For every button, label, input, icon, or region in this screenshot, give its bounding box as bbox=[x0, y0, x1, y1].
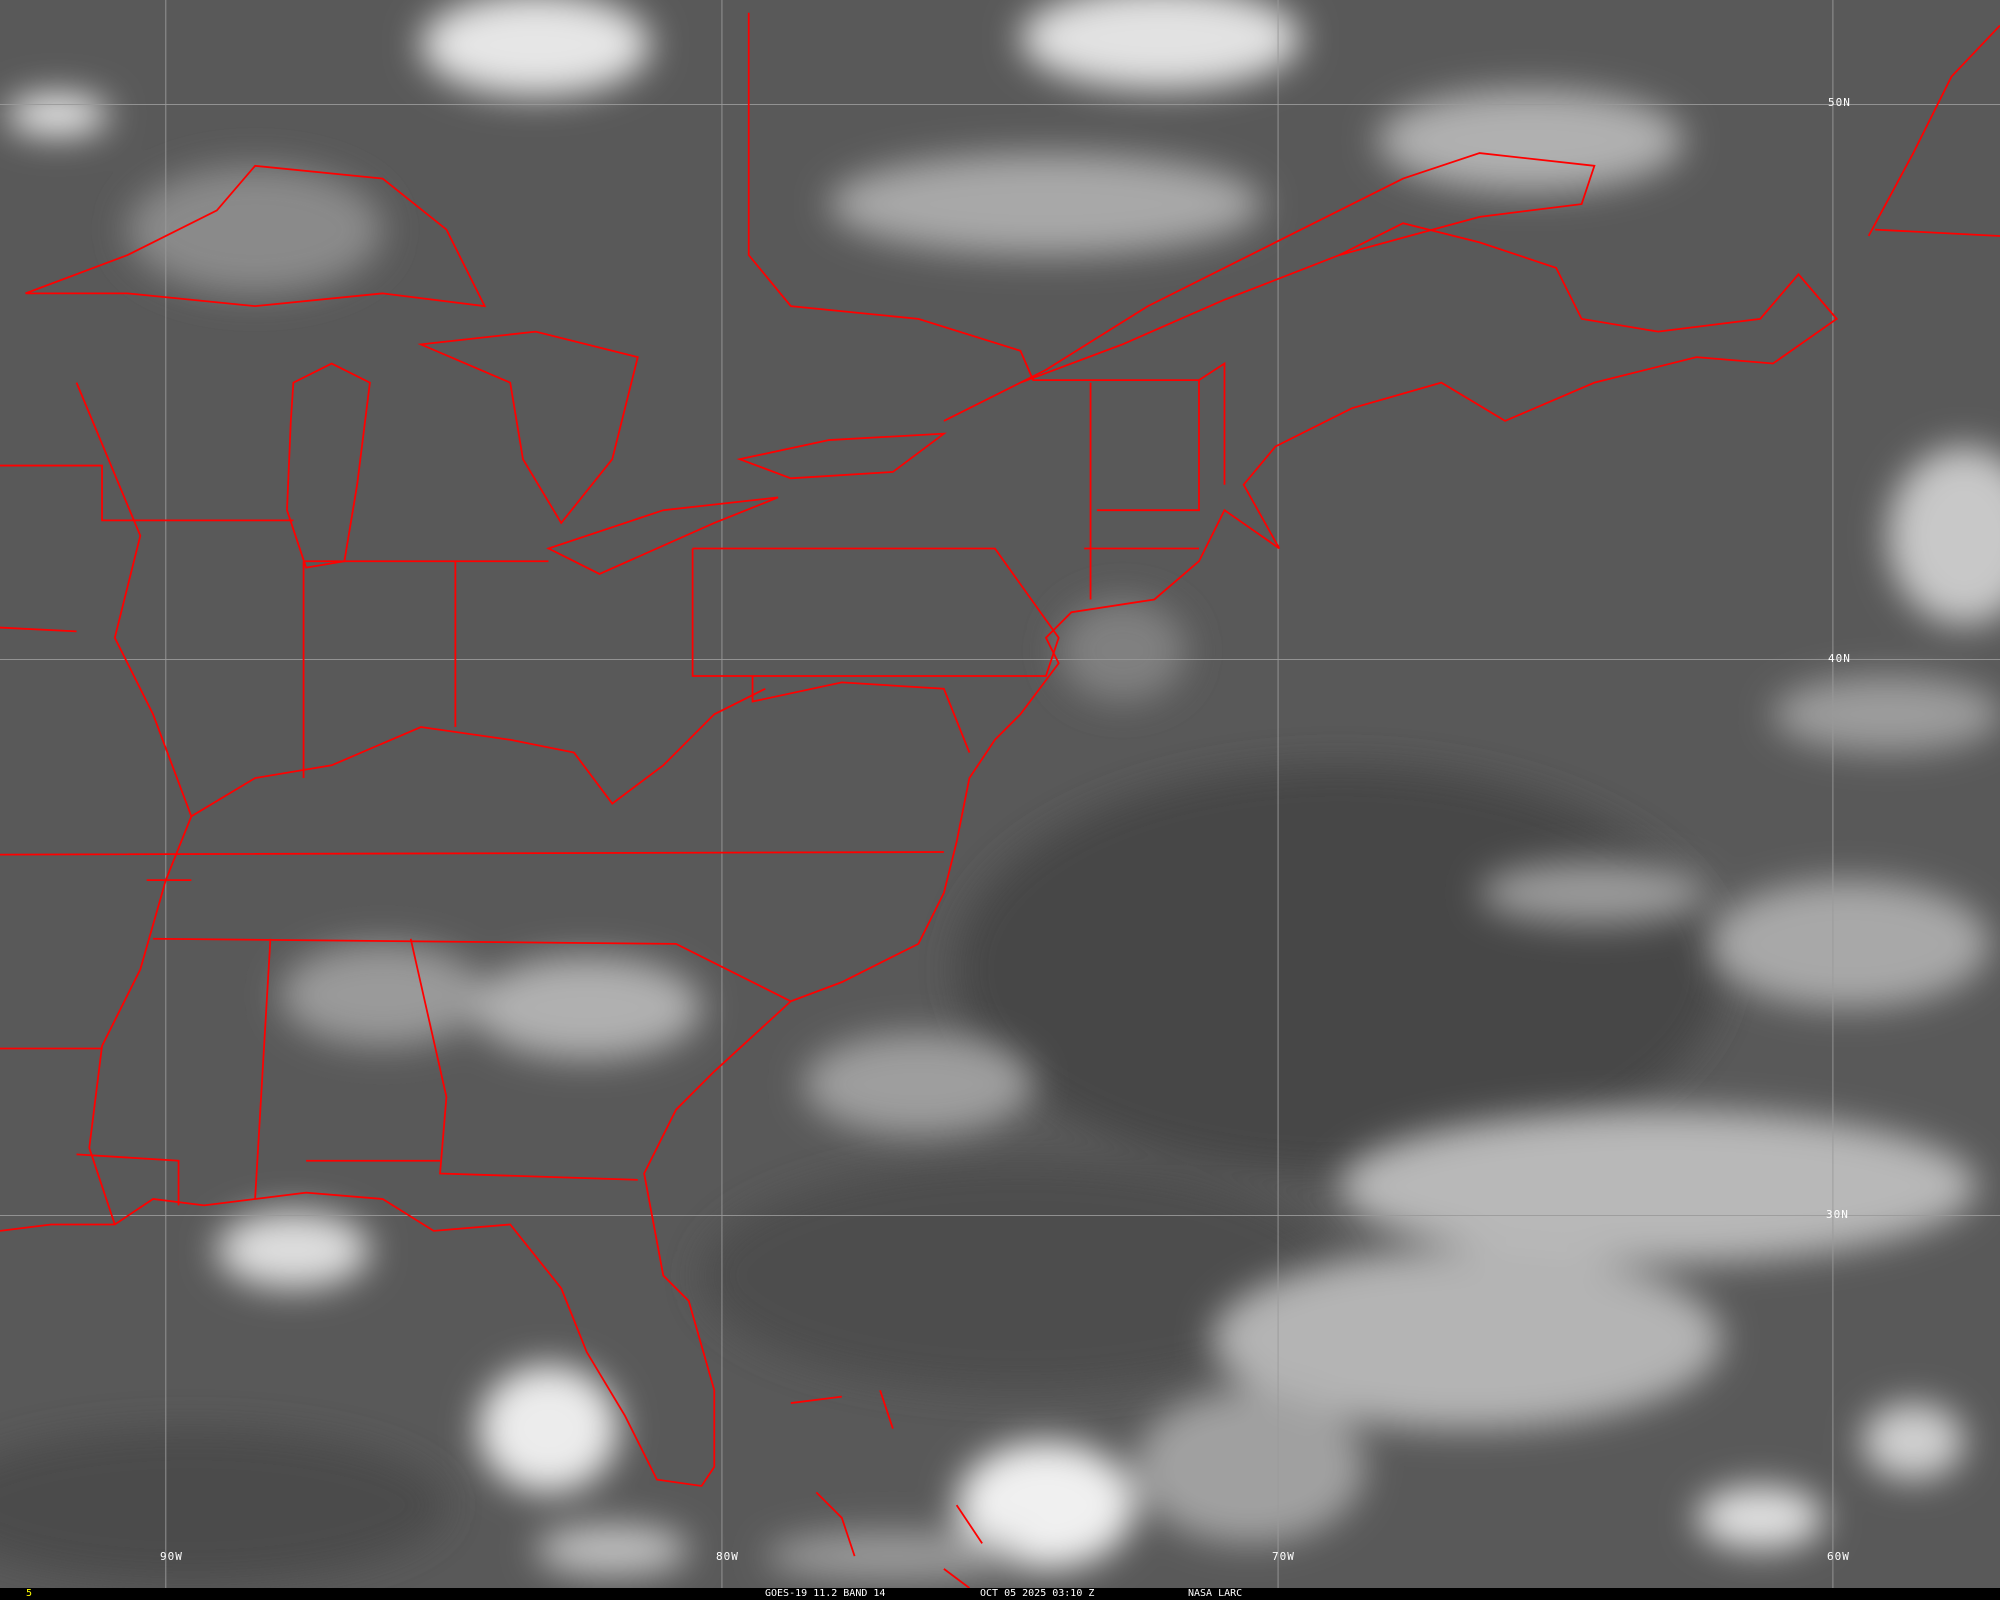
lake-huron bbox=[417, 330, 639, 525]
lon-label-80w: 80W bbox=[716, 1550, 739, 1563]
lon-label-70w: 70W bbox=[1272, 1550, 1295, 1563]
mississippi-river bbox=[75, 382, 193, 1225]
datetime-label: OCT 05 2025 03:10 Z bbox=[980, 1588, 1095, 1599]
canada-coastline bbox=[1242, 222, 1839, 549]
frame-indicator: 5 bbox=[26, 1588, 33, 1599]
lat-label-30n: 30N bbox=[1826, 1208, 1849, 1221]
state-borders bbox=[0, 380, 1200, 1206]
st-lawrence bbox=[943, 152, 1596, 422]
caribbean-islands bbox=[790, 1390, 983, 1588]
lake-erie bbox=[546, 496, 779, 575]
lake-superior bbox=[25, 164, 487, 308]
canada-us-border bbox=[747, 12, 1226, 485]
product-label: GOES-19 11.2 BAND 14 bbox=[765, 1588, 885, 1600]
satellite-name: GOES-19 bbox=[765, 1588, 808, 1599]
band-name: 11.2 BAND 14 bbox=[813, 1588, 886, 1599]
source-label: NASA LARC bbox=[1188, 1588, 1243, 1599]
labrador-coast bbox=[1867, 24, 2000, 237]
info-bar: 5 GOES-19 11.2 BAND 14 OCT 05 2025 03:10… bbox=[0, 1588, 2000, 1600]
lon-label-90w: 90W bbox=[160, 1550, 183, 1563]
lat-label-50n: 50N bbox=[1828, 96, 1851, 109]
lake-ontario bbox=[736, 432, 947, 480]
boundaries bbox=[0, 12, 2000, 1588]
atlantic-coastline bbox=[0, 508, 1280, 1487]
ohio-river bbox=[190, 687, 766, 818]
cloud-layer bbox=[6, 0, 2000, 1582]
lat-label-40n: 40N bbox=[1828, 652, 1851, 665]
lon-label-60w: 60W bbox=[1827, 1550, 1850, 1563]
